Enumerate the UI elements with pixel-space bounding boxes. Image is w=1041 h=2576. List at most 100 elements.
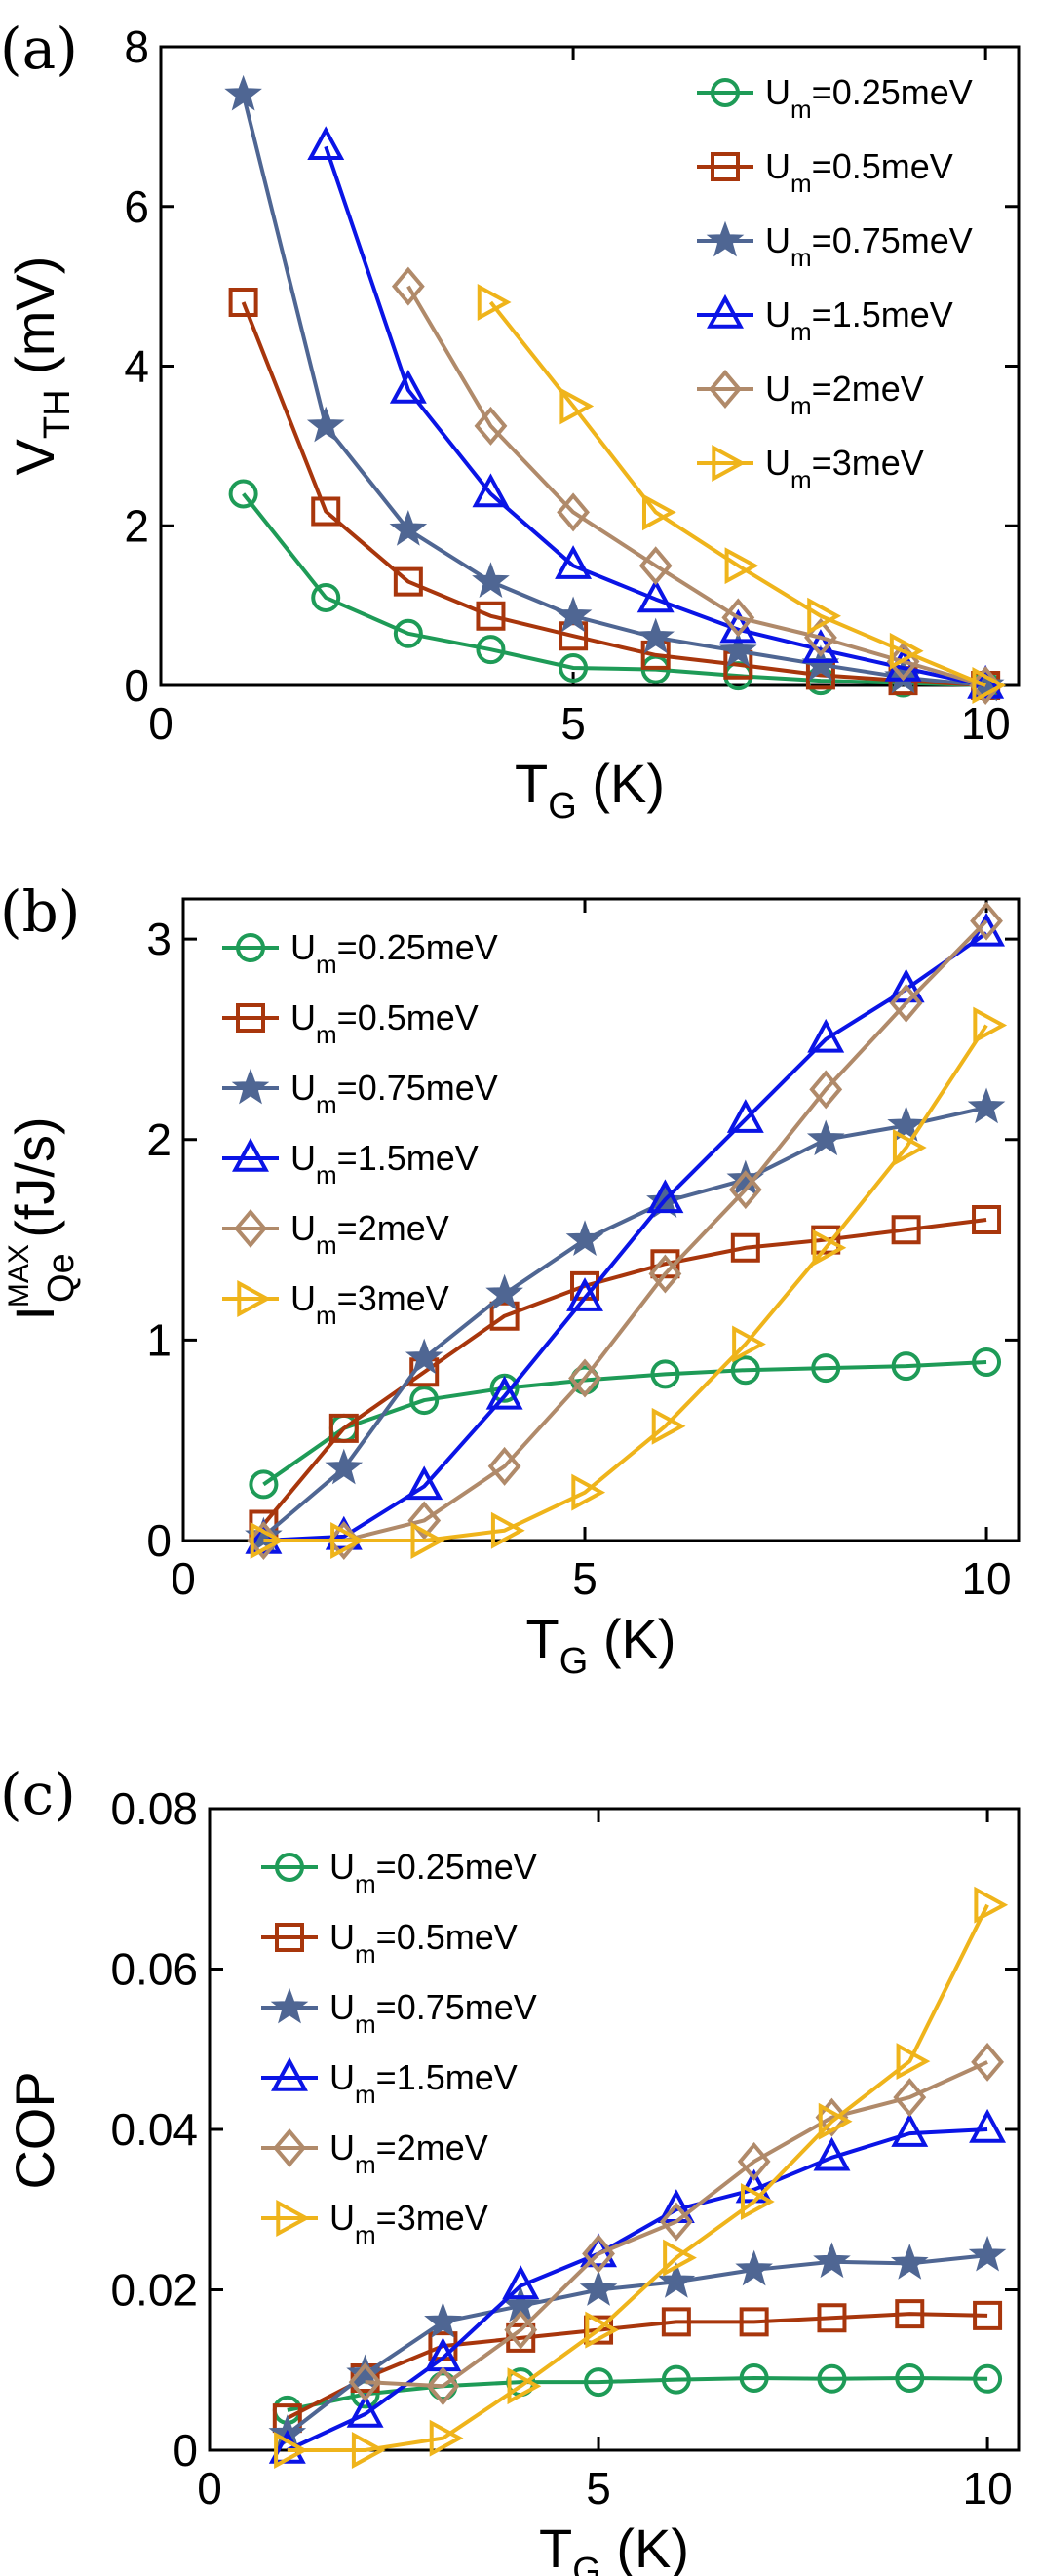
series-line [324, 145, 986, 687]
y-tick-label: 0 [173, 2425, 198, 2476]
data-point [809, 1070, 843, 1110]
series-line [365, 2060, 988, 2389]
data-point [891, 1351, 921, 1382]
legend-label: Um=0.75meV [290, 1068, 498, 1119]
data-point [718, 631, 757, 668]
data-point [557, 492, 590, 532]
y-axis-label: VTH (mV) [4, 256, 78, 476]
data-point [889, 983, 923, 1023]
data-point [405, 1338, 443, 1375]
legend-marker [711, 152, 740, 181]
data-point [582, 2234, 615, 2274]
legend-label: Um=3meV [329, 2198, 488, 2249]
data-point [477, 284, 512, 321]
series-line [287, 1903, 989, 2452]
data-point [972, 1347, 1002, 1377]
data-point [641, 493, 676, 531]
data-point [249, 1469, 279, 1500]
data-point [636, 617, 675, 654]
series-line [263, 1024, 988, 1542]
data-point [968, 2235, 1007, 2272]
legend-marker [712, 445, 747, 482]
data-point [351, 2432, 386, 2469]
data-point [973, 2363, 1003, 2394]
series-5 [250, 1006, 1008, 1559]
x-tick-label: 0 [148, 698, 174, 749]
series-line [287, 2375, 988, 2412]
panel-c: (c) 0 5 10 0 0.02 0.04 0.06 0.08 TG (K) COP Um=0.25… [0, 1761, 1021, 2576]
y-tick-label: 2 [146, 1114, 172, 1165]
legend: Um=0.25meV Um=0.5meV Um=0.75meV Um=1.5meV Um… [697, 72, 973, 494]
y-tick-label: 1 [146, 1314, 172, 1365]
data-point [485, 1273, 523, 1310]
y-tick-label: 0.04 [110, 2104, 198, 2155]
data-point [579, 2270, 618, 2306]
data-point [571, 1473, 606, 1511]
data-point [896, 2043, 931, 2081]
data-point [311, 496, 341, 527]
series-1 [228, 288, 1001, 700]
legend-marker [234, 1209, 267, 1248]
y-tick-label: 0.06 [110, 1944, 198, 1995]
data-point [325, 1448, 364, 1485]
data-point [410, 1522, 445, 1559]
data-point [476, 635, 506, 665]
data-point [891, 2113, 929, 2147]
data-point [895, 2299, 925, 2329]
data-point [428, 2331, 458, 2361]
data-point [973, 2300, 1003, 2330]
data-point [812, 1229, 847, 1267]
legend-label: Um=1.5meV [329, 2057, 518, 2109]
legend-marker [275, 1923, 304, 1952]
data-point [813, 2242, 851, 2279]
legend-entry: Um=0.75meV [222, 1068, 498, 1119]
legend-label: Um=2meV [765, 369, 924, 420]
data-point [504, 2310, 538, 2350]
axes-frame [181, 897, 1021, 1542]
data-point [489, 1373, 520, 1403]
data-point [817, 2363, 847, 2394]
data-point [721, 598, 755, 638]
legend-marker [237, 1280, 272, 1317]
legend-marker [232, 1137, 269, 1172]
legend-entry: Um=0.5meV [261, 1917, 518, 1969]
data-point [348, 2362, 382, 2402]
series-line [241, 301, 986, 687]
y-axis-label: COP [4, 2071, 65, 2189]
data-point [429, 2419, 464, 2457]
data-point [306, 406, 345, 443]
legend-entry: Um=2meV [222, 1208, 449, 1260]
y-tick-label: 8 [124, 21, 149, 72]
legend-label: Um=3meV [290, 1278, 449, 1330]
series-2 [245, 1087, 1006, 1553]
legend-marker [236, 933, 265, 962]
data-point [892, 1129, 927, 1166]
data-point [740, 2183, 775, 2221]
data-point [472, 562, 510, 598]
legend-label: Um=2meV [290, 1208, 449, 1260]
data-point [972, 667, 1007, 704]
data-point [818, 2102, 853, 2140]
series-3 [245, 912, 1006, 1554]
data-point [559, 652, 589, 683]
data-point [250, 1522, 285, 1559]
legend-entry: Um=3meV [697, 443, 924, 494]
legend-label: Um=0.75meV [329, 1987, 537, 2039]
legend-entry: Um=3meV [222, 1278, 449, 1330]
data-point [887, 1106, 925, 1142]
data-point [570, 1270, 600, 1301]
data-point [389, 369, 427, 404]
y-tick-label: 0 [146, 1515, 172, 1566]
x-tick-label: 0 [171, 1553, 196, 1604]
data-point [891, 1215, 921, 1245]
data-point [889, 632, 924, 670]
data-point [813, 2136, 851, 2171]
series-line [241, 94, 986, 687]
y-tick-label: 6 [124, 181, 149, 232]
series-line [263, 919, 988, 1542]
panel-label: (c) [0, 1761, 76, 1827]
panel-label: (b) [0, 878, 80, 945]
legend-entry: Um=0.25meV [697, 72, 973, 124]
legend-entry: Um=0.5meV [222, 997, 479, 1049]
